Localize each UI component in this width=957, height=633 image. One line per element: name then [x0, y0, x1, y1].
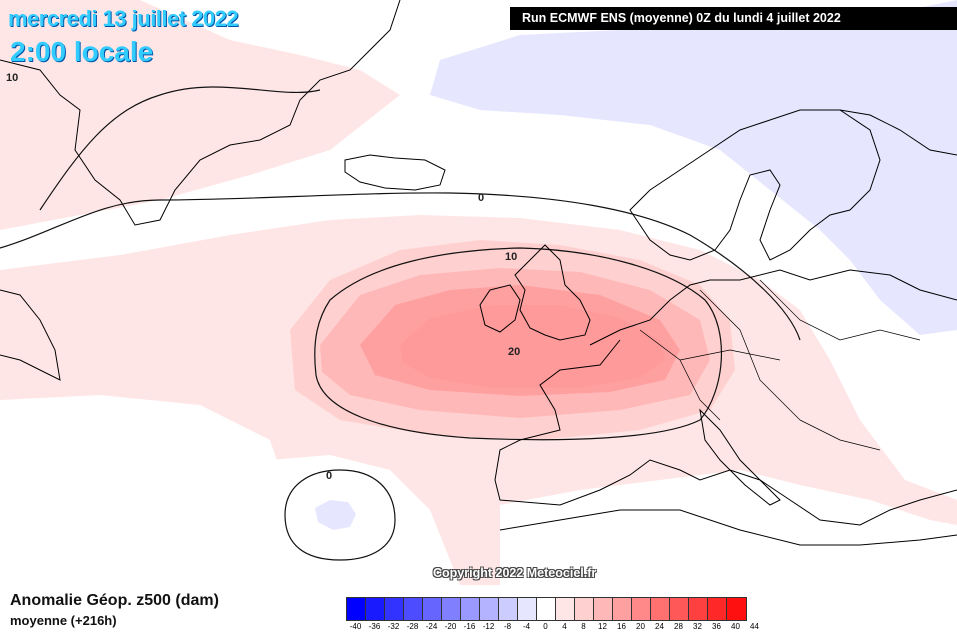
scale-swatch: [518, 598, 537, 620]
contour-label-ten-center: 10: [505, 251, 517, 263]
scale-swatch: [556, 598, 575, 620]
scale-tick-label: 20: [636, 622, 645, 631]
scale-tick-label: 0: [543, 622, 548, 631]
anomaly-region-west-white: [0, 395, 300, 585]
anomaly-negative-region-northeast: [430, 0, 957, 335]
scale-tick-label: -12: [482, 622, 495, 631]
anomaly-region-mediterranean-white: [500, 470, 957, 585]
scale-swatch: [575, 598, 594, 620]
scale-swatch: [537, 598, 556, 620]
contour-zero-northwest-loop: [39, 86, 321, 211]
north-africa-outline: [499, 509, 957, 546]
scale-tick-label: 4: [562, 622, 567, 631]
copyright-notice: Copyright 2022 Meteociel.fr: [433, 566, 597, 580]
scale-swatch: [423, 598, 442, 620]
contour-label-ten-top-left: 10: [6, 72, 18, 84]
scale-swatch: [366, 598, 385, 620]
europe-mainland-outline: [494, 269, 957, 526]
iceland-outline: [344, 154, 446, 191]
run-info-banner: Run ECMWF ENS (moyenne) 0Z du lundi 4 ju…: [510, 7, 957, 30]
ireland-outline: [479, 284, 521, 333]
scale-tick-label: -4: [522, 622, 531, 631]
scale-tick-label: 44: [750, 622, 759, 631]
scale-tick-label: -24: [425, 622, 438, 631]
scale-tick-label: 24: [655, 622, 664, 631]
scale-swatch: [727, 598, 746, 620]
scale-swatch: [594, 598, 613, 620]
scale-tick-label: 40: [731, 622, 740, 631]
finland-outline: [839, 109, 957, 156]
scale-swatch: [632, 598, 651, 620]
scale-swatch: [461, 598, 480, 620]
scale-swatch: [499, 598, 518, 620]
scale-tick-label: 12: [598, 622, 607, 631]
uk-outline: [514, 244, 591, 341]
scale-tick-label: -40: [349, 622, 362, 631]
anomaly-region-atlantic-white: [270, 455, 460, 585]
scale-tick-label: 36: [712, 622, 721, 631]
contour-label-zero-south: 0: [326, 470, 332, 482]
contour-zero-north: [0, 192, 801, 341]
scandinavia-outline: [629, 109, 881, 261]
scale-tick-label: -8: [503, 622, 512, 631]
contour-ten: [314, 247, 722, 441]
contour-zero-south: [284, 469, 396, 561]
scale-swatch: [347, 598, 366, 620]
color-scale-bar: [346, 597, 747, 621]
anomaly-map: 0 10 10 20 0: [0, 0, 957, 585]
scale-swatch: [480, 598, 499, 620]
scale-tick-label: -36: [368, 622, 381, 631]
anomaly-positive-region-northwest: [0, 0, 400, 230]
scale-swatch: [404, 598, 423, 620]
legend-subtitle: moyenne (+216h): [10, 613, 117, 628]
scale-tick-label: -28: [406, 622, 419, 631]
contour-label-twenty-center: 20: [508, 346, 520, 358]
scale-tick-label: -16: [463, 622, 476, 631]
forecast-date: mercredi 13 juillet 2022: [8, 6, 239, 31]
legend-title: Anomalie Géop. z500 (dam): [10, 592, 219, 609]
anomaly-region-red4: [400, 305, 665, 388]
contours: [0, 86, 801, 561]
scale-swatch: [689, 598, 708, 620]
canada-outline: [0, 289, 61, 381]
scale-swatch: [670, 598, 689, 620]
contour-label-zero-north: 0: [478, 192, 484, 204]
scale-swatch: [708, 598, 727, 620]
scale-tick-label: -20: [444, 622, 457, 631]
scale-swatch: [651, 598, 670, 620]
scale-tick-label: 32: [693, 622, 702, 631]
italy-outline: [699, 408, 781, 506]
scale-tick-label: 16: [617, 622, 626, 631]
scale-tick-label: -32: [387, 622, 400, 631]
scale-swatch: [613, 598, 632, 620]
coastlines: [0, 0, 957, 546]
scale-swatch: [442, 598, 461, 620]
forecast-time: 2:00 locale: [10, 36, 154, 67]
greenland-outline: [0, 0, 401, 226]
country-borders: [639, 279, 921, 451]
scale-tick-label: 8: [581, 622, 586, 631]
anomaly-negative-region-atlantic: [315, 500, 356, 530]
scale-tick-label: 28: [674, 622, 683, 631]
scale-swatch: [385, 598, 404, 620]
